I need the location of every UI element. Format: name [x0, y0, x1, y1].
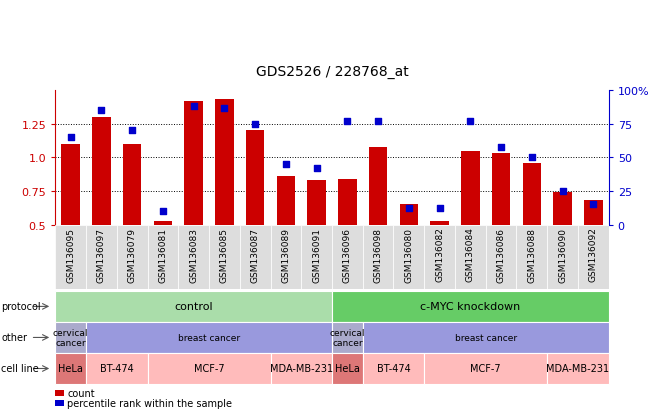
Bar — [523, 163, 541, 225]
Text: GSM136080: GSM136080 — [404, 227, 413, 282]
Text: MDA-MB-231: MDA-MB-231 — [546, 363, 609, 374]
Bar — [184, 102, 203, 225]
Point — [527, 154, 537, 161]
Point — [66, 135, 76, 141]
Text: HeLa: HeLa — [59, 363, 83, 374]
Text: GSM136087: GSM136087 — [251, 227, 260, 282]
Bar — [455, 225, 486, 289]
Bar — [393, 225, 424, 289]
Text: GSM136089: GSM136089 — [281, 227, 290, 282]
Text: GSM136090: GSM136090 — [558, 227, 567, 282]
Bar — [516, 225, 547, 289]
Bar — [332, 225, 363, 289]
Bar — [148, 225, 178, 289]
Bar — [215, 100, 234, 225]
Point — [434, 206, 445, 212]
Point — [281, 161, 291, 168]
Bar — [61, 145, 80, 225]
Point — [189, 104, 199, 110]
Point — [404, 206, 414, 212]
Text: c-MYC knockdown: c-MYC knockdown — [421, 301, 520, 312]
Bar — [369, 147, 387, 225]
Bar — [492, 154, 510, 225]
Text: BT-474: BT-474 — [377, 363, 410, 374]
Text: GSM136092: GSM136092 — [589, 227, 598, 282]
Text: control: control — [174, 301, 213, 312]
Point — [127, 128, 137, 135]
Text: GSM136088: GSM136088 — [527, 227, 536, 282]
Point — [465, 119, 475, 125]
Bar — [461, 151, 480, 225]
Point — [96, 108, 107, 114]
Bar — [338, 179, 357, 225]
Bar — [117, 225, 148, 289]
Point — [588, 202, 598, 208]
Bar — [271, 225, 301, 289]
Text: GSM136083: GSM136083 — [189, 227, 198, 282]
Text: GSM136086: GSM136086 — [497, 227, 506, 282]
Bar — [363, 225, 393, 289]
Text: GDS2526 / 228768_at: GDS2526 / 228768_at — [256, 64, 408, 78]
Point — [557, 188, 568, 195]
Point — [342, 119, 353, 125]
Point — [496, 144, 506, 150]
Bar — [86, 225, 117, 289]
Bar — [430, 221, 449, 225]
Bar — [578, 225, 609, 289]
Point — [311, 165, 322, 172]
Bar — [55, 225, 86, 289]
Bar — [55, 400, 64, 406]
Text: GSM136079: GSM136079 — [128, 227, 137, 282]
Text: GSM136098: GSM136098 — [374, 227, 383, 282]
Bar — [55, 390, 64, 396]
Text: percentile rank within the sample: percentile rank within the sample — [67, 398, 232, 408]
Text: breast cancer: breast cancer — [454, 333, 517, 342]
Text: MCF-7: MCF-7 — [194, 363, 225, 374]
Text: BT-474: BT-474 — [100, 363, 133, 374]
Text: cervical
cancer: cervical cancer — [53, 328, 89, 347]
Bar — [553, 193, 572, 225]
Bar — [400, 205, 418, 225]
Text: count: count — [67, 388, 94, 398]
Point — [373, 119, 383, 125]
Text: other: other — [1, 332, 27, 343]
Bar — [584, 201, 603, 225]
Point — [158, 208, 168, 215]
Text: GSM136084: GSM136084 — [466, 227, 475, 282]
Text: MCF-7: MCF-7 — [471, 363, 501, 374]
Bar — [240, 225, 271, 289]
Text: GSM136097: GSM136097 — [97, 227, 106, 282]
Text: GSM136095: GSM136095 — [66, 227, 76, 282]
Text: protocol: protocol — [1, 301, 41, 312]
Bar — [123, 145, 141, 225]
Text: GSM136081: GSM136081 — [158, 227, 167, 282]
Text: GSM136082: GSM136082 — [435, 227, 444, 282]
Text: GSM136091: GSM136091 — [312, 227, 321, 282]
Point — [219, 105, 230, 112]
Point — [250, 121, 260, 128]
Bar — [92, 118, 111, 225]
Text: breast cancer: breast cancer — [178, 333, 240, 342]
Text: GSM136085: GSM136085 — [220, 227, 229, 282]
Bar — [301, 225, 332, 289]
Text: HeLa: HeLa — [335, 363, 360, 374]
Bar — [154, 221, 172, 225]
Bar — [277, 177, 295, 225]
Bar — [547, 225, 578, 289]
Bar — [486, 225, 516, 289]
Bar — [178, 225, 209, 289]
Bar — [307, 181, 326, 225]
Text: GSM136096: GSM136096 — [343, 227, 352, 282]
Text: cervical
cancer: cervical cancer — [329, 328, 365, 347]
Text: MDA-MB-231: MDA-MB-231 — [270, 363, 333, 374]
Text: cell line: cell line — [1, 363, 39, 374]
Bar — [424, 225, 455, 289]
Bar — [209, 225, 240, 289]
Bar — [246, 131, 264, 225]
